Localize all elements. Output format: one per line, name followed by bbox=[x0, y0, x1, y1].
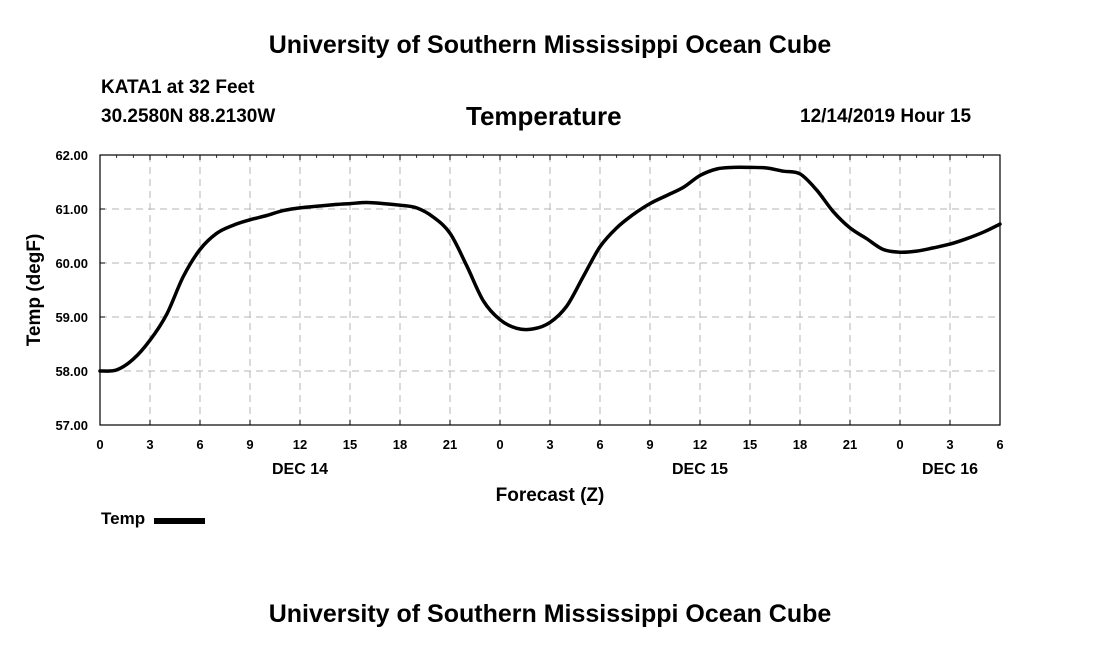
x-tick-label: 9 bbox=[246, 437, 253, 452]
date-label: DEC 14 bbox=[272, 461, 328, 478]
y-axis-label: Temp (degF) bbox=[24, 234, 45, 347]
temp-series-line bbox=[98, 165, 1002, 373]
legend-swatch bbox=[154, 517, 206, 524]
x-tick-label: 6 bbox=[596, 437, 603, 452]
page-footer-title: University of Southern Mississippi Ocean… bbox=[268, 600, 832, 628]
date-label: DEC 16 bbox=[922, 461, 978, 478]
y-tick-label: 62.00 bbox=[55, 148, 88, 163]
x-tick-label: 15 bbox=[343, 437, 357, 452]
x-tick-label: 12 bbox=[293, 437, 307, 452]
x-tick-label: 12 bbox=[693, 437, 707, 452]
x-tick-label: 3 bbox=[146, 437, 153, 452]
y-tick-label: 58.00 bbox=[55, 364, 88, 379]
x-tick-label: 15 bbox=[743, 437, 757, 452]
x-tick-label: 21 bbox=[443, 437, 457, 452]
chart-title: Temperature bbox=[466, 101, 622, 131]
page-title: University of Southern Mississippi Ocean… bbox=[268, 31, 832, 59]
x-tick-label: 3 bbox=[546, 437, 553, 452]
axis-ticks: 0 3 6 9 12 15 18 21 0 3 6 9 12 15 18 21 0 3 6 57.00 58.00 59.… bbox=[55, 148, 1003, 478]
date-label: DEC 15 bbox=[672, 461, 728, 478]
x-tick-label: 3 bbox=[946, 437, 953, 452]
x-tick-label: 21 bbox=[843, 437, 857, 452]
y-tick-label: 60.00 bbox=[55, 256, 88, 271]
grid bbox=[100, 155, 1000, 425]
legend-label: Temp bbox=[101, 509, 146, 528]
coordinates-label: 30.2580N 88.2130W bbox=[101, 106, 276, 127]
x-tick-label: 18 bbox=[393, 437, 407, 452]
x-axis-label: Forecast (Z) bbox=[496, 485, 605, 506]
x-tick-label: 0 bbox=[96, 437, 103, 452]
x-tick-label: 6 bbox=[996, 437, 1003, 452]
station-label: KATA1 at 32 Feet bbox=[101, 77, 255, 98]
x-tick-label: 0 bbox=[496, 437, 503, 452]
timestamp-label: 12/14/2019 Hour 15 bbox=[800, 106, 972, 127]
y-tick-label: 61.00 bbox=[55, 202, 88, 217]
x-tick-label: 18 bbox=[793, 437, 807, 452]
legend: Temp bbox=[101, 509, 206, 529]
y-tick-label: 57.00 bbox=[55, 418, 88, 433]
y-tick-label: 59.00 bbox=[55, 310, 88, 325]
x-tick-label: 9 bbox=[646, 437, 653, 452]
x-tick-label: 0 bbox=[896, 437, 903, 452]
x-tick-label: 6 bbox=[196, 437, 203, 452]
